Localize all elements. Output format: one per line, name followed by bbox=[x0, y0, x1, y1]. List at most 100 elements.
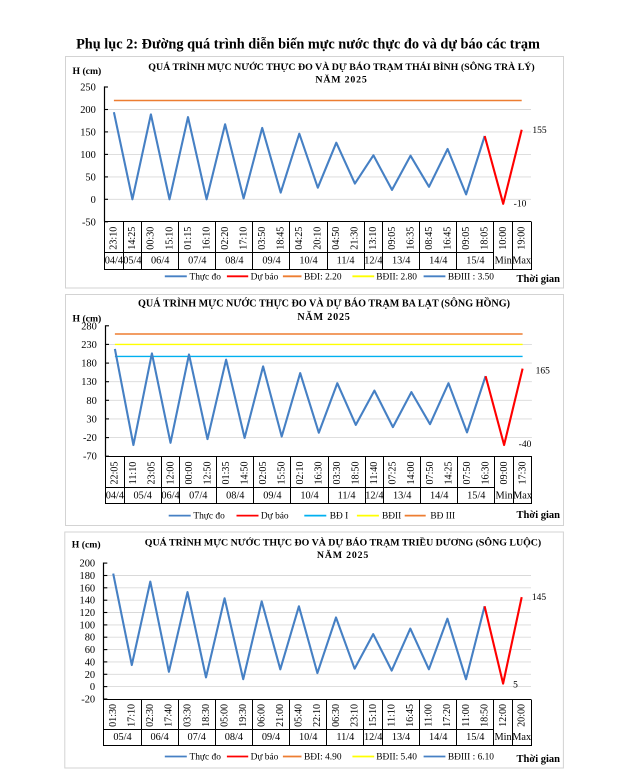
svg-text:17:30: 17:30 bbox=[517, 462, 528, 485]
svg-text:13/4: 13/4 bbox=[392, 256, 410, 267]
svg-text:Dự báo: Dự báo bbox=[251, 272, 279, 282]
svg-text:23:10: 23:10 bbox=[109, 227, 120, 250]
svg-text:Thực đo: Thực đo bbox=[190, 753, 222, 763]
svg-text:14:50: 14:50 bbox=[239, 462, 250, 485]
svg-text:11/4: 11/4 bbox=[338, 491, 356, 502]
svg-text:15:10: 15:10 bbox=[368, 704, 379, 727]
svg-text:09/4: 09/4 bbox=[262, 732, 280, 743]
svg-text:06:00: 06:00 bbox=[257, 704, 268, 727]
svg-text:07/4: 07/4 bbox=[188, 732, 206, 743]
svg-text:150: 150 bbox=[80, 127, 96, 138]
svg-text:07:50: 07:50 bbox=[462, 462, 473, 485]
svg-text:11/4: 11/4 bbox=[337, 256, 355, 267]
svg-text:18:05: 18:05 bbox=[480, 227, 491, 250]
svg-text:16:45: 16:45 bbox=[405, 704, 416, 727]
svg-text:Dự báo: Dự báo bbox=[251, 753, 279, 763]
svg-text:11:00: 11:00 bbox=[461, 704, 472, 727]
svg-text:01:35: 01:35 bbox=[221, 462, 232, 485]
svg-text:Max: Max bbox=[513, 491, 533, 502]
svg-text:0: 0 bbox=[90, 682, 95, 693]
svg-text:100: 100 bbox=[80, 620, 96, 631]
svg-text:12:00: 12:00 bbox=[498, 704, 509, 727]
svg-text:16:30: 16:30 bbox=[480, 462, 491, 485]
svg-text:130: 130 bbox=[81, 377, 97, 388]
svg-text:40: 40 bbox=[85, 657, 95, 668]
svg-text:QUÁ TRÌNH MỰC NƯỚC THỰC ĐO VÀ: QUÁ TRÌNH MỰC NƯỚC THỰC ĐO VÀ DỰ BÁO TRẠ… bbox=[138, 297, 510, 310]
svg-text:17:20: 17:20 bbox=[442, 704, 453, 727]
svg-text:07/4: 07/4 bbox=[188, 256, 206, 267]
svg-text:16:45: 16:45 bbox=[442, 227, 453, 250]
svg-text:06/4: 06/4 bbox=[151, 256, 169, 267]
svg-text:-50: -50 bbox=[82, 217, 96, 228]
svg-text:Min: Min bbox=[495, 732, 512, 743]
svg-text:18:50: 18:50 bbox=[479, 704, 490, 727]
svg-text:05/4: 05/4 bbox=[123, 256, 141, 267]
svg-text:21:00: 21:00 bbox=[275, 704, 286, 727]
svg-text:11:00: 11:00 bbox=[424, 704, 435, 727]
svg-text:00:00: 00:00 bbox=[184, 462, 195, 485]
svg-text:04:25: 04:25 bbox=[294, 227, 305, 250]
svg-text:15:50: 15:50 bbox=[277, 462, 288, 485]
svg-text:160: 160 bbox=[80, 583, 96, 594]
svg-text:09:05: 09:05 bbox=[387, 227, 398, 250]
svg-text:-10: -10 bbox=[514, 199, 527, 209]
svg-text:Dự báo: Dự báo bbox=[261, 512, 289, 522]
svg-text:Thực đo: Thực đo bbox=[190, 272, 222, 282]
svg-text:22:10: 22:10 bbox=[312, 704, 323, 727]
svg-text:155: 155 bbox=[532, 126, 547, 136]
svg-text:03:30: 03:30 bbox=[332, 462, 343, 485]
svg-text:23:05: 23:05 bbox=[147, 462, 158, 485]
svg-text:08:45: 08:45 bbox=[424, 227, 435, 250]
svg-text:0: 0 bbox=[91, 195, 96, 206]
svg-text:10/4: 10/4 bbox=[299, 732, 317, 743]
svg-text:-20: -20 bbox=[83, 433, 97, 444]
svg-text:80: 80 bbox=[85, 633, 95, 644]
svg-text:10/4: 10/4 bbox=[299, 256, 317, 267]
svg-text:200: 200 bbox=[80, 559, 96, 570]
svg-text:NĂM 2025: NĂM 2025 bbox=[317, 549, 369, 561]
svg-text:06:30: 06:30 bbox=[331, 704, 342, 727]
svg-text:20: 20 bbox=[85, 670, 95, 681]
svg-text:08/4: 08/4 bbox=[225, 256, 243, 267]
svg-text:10:00: 10:00 bbox=[498, 227, 509, 250]
svg-text:BĐII: 5.40: BĐII: 5.40 bbox=[376, 753, 417, 763]
svg-text:19:30: 19:30 bbox=[238, 704, 249, 727]
svg-text:145: 145 bbox=[532, 593, 547, 603]
svg-text:15/4: 15/4 bbox=[466, 256, 484, 267]
svg-text:09/4: 09/4 bbox=[262, 256, 280, 267]
svg-text:06/4: 06/4 bbox=[161, 491, 179, 502]
svg-text:11:10: 11:10 bbox=[128, 462, 139, 485]
svg-text:12/4: 12/4 bbox=[364, 256, 382, 267]
svg-text:08/4: 08/4 bbox=[225, 732, 243, 743]
svg-text:14:00: 14:00 bbox=[406, 462, 417, 485]
svg-text:08/4: 08/4 bbox=[226, 491, 244, 502]
svg-text:Max: Max bbox=[512, 732, 532, 743]
svg-text:18:45: 18:45 bbox=[276, 227, 287, 250]
svg-text:280: 280 bbox=[81, 321, 97, 332]
svg-text:02:20: 02:20 bbox=[220, 227, 231, 250]
svg-text:250: 250 bbox=[80, 83, 96, 94]
svg-text:17:10: 17:10 bbox=[127, 704, 138, 727]
svg-text:30: 30 bbox=[86, 414, 96, 425]
svg-text:07:25: 07:25 bbox=[388, 462, 399, 485]
svg-text:-40: -40 bbox=[519, 440, 532, 450]
svg-text:14:25: 14:25 bbox=[127, 227, 138, 250]
svg-text:09/4: 09/4 bbox=[263, 491, 281, 502]
svg-text:16:10: 16:10 bbox=[201, 227, 212, 250]
svg-text:15:10: 15:10 bbox=[164, 227, 175, 250]
svg-text:23:10: 23:10 bbox=[349, 704, 360, 727]
svg-text:09:05: 09:05 bbox=[461, 227, 472, 250]
svg-text:BĐIII : 6.10: BĐIII : 6.10 bbox=[448, 753, 494, 763]
svg-text:180: 180 bbox=[80, 571, 96, 582]
svg-text:-20: -20 bbox=[81, 695, 95, 706]
svg-text:BĐI: 2.20: BĐI: 2.20 bbox=[304, 272, 342, 282]
svg-text:NĂM 2025: NĂM 2025 bbox=[315, 74, 367, 86]
svg-text:01:15: 01:15 bbox=[183, 227, 194, 250]
svg-text:18:50: 18:50 bbox=[351, 462, 362, 485]
svg-text:05/4: 05/4 bbox=[134, 491, 152, 502]
svg-text:H (cm): H (cm) bbox=[72, 540, 101, 551]
svg-text:15/4: 15/4 bbox=[466, 732, 484, 743]
svg-text:19:00: 19:00 bbox=[517, 227, 528, 250]
svg-text:Thực đo: Thực đo bbox=[193, 512, 225, 522]
svg-text:03:30: 03:30 bbox=[182, 704, 193, 727]
